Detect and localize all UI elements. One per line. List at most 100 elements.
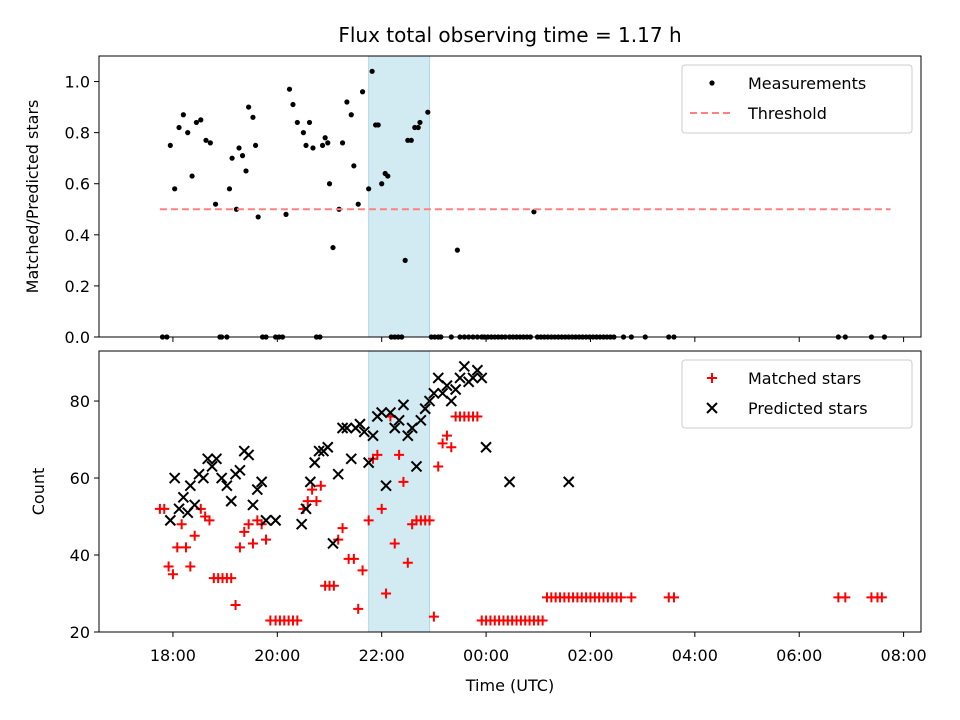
legend-label: Predicted stars	[748, 399, 868, 418]
measurement-point	[198, 117, 204, 123]
matched-star-point	[239, 526, 250, 537]
measurement-point	[322, 135, 328, 141]
measurement-point	[344, 99, 350, 105]
y-tick-label: 80	[70, 392, 90, 411]
matched-star-point	[363, 515, 374, 526]
y-tick-label: 20	[70, 623, 90, 642]
x-tick-label: 18:00	[150, 646, 196, 665]
predicted-star-point	[215, 472, 228, 484]
y-tick-label: 0.8	[65, 124, 90, 143]
predicted-star-point	[563, 476, 575, 488]
matched-star-point	[446, 442, 457, 453]
matched-star-point	[398, 476, 409, 487]
measurement-point	[359, 89, 366, 95]
series-predicted-stars	[164, 360, 575, 550]
plot-frame	[98, 55, 922, 338]
matched-star-point	[615, 592, 626, 603]
predicted-star-point	[467, 372, 479, 384]
matched-star-point	[163, 561, 174, 572]
predicted-star-point	[445, 395, 457, 407]
predicted-star-point	[300, 503, 312, 515]
predicted-star-point	[423, 395, 436, 407]
measurement-point	[366, 186, 372, 192]
matched-star-point	[302, 496, 313, 507]
measurement-point	[229, 155, 235, 161]
predicted-star-point	[362, 456, 375, 469]
matched-star-point	[626, 592, 637, 603]
measurement-point	[294, 119, 300, 126]
y-tick-label: 0.2	[65, 277, 90, 296]
predicted-star-point	[402, 429, 414, 442]
matched-star-point	[185, 561, 196, 572]
predicted-star-point	[354, 418, 366, 430]
predicted-star-point	[269, 514, 282, 527]
matched-star-point	[204, 515, 215, 526]
predicted-star-point	[380, 480, 392, 492]
predicted-star-point	[419, 403, 431, 415]
matched-star-point	[472, 411, 483, 422]
matched-star-point	[247, 538, 258, 549]
matched-star-point	[389, 538, 400, 549]
legend: Matched stars Predicted stars	[681, 359, 913, 429]
predicted-star-point	[304, 476, 317, 488]
predicted-star-point	[480, 441, 492, 453]
panel-2: 20 40 60 80 18:00 20:00 22:00 00:00 02:00 04:00 06…	[29, 350, 927, 665]
measurement-point	[255, 214, 261, 220]
predicted-star-point	[295, 518, 308, 530]
matched-star-point	[261, 534, 272, 545]
predicted-star-point	[255, 476, 268, 488]
predicted-star-point	[454, 372, 466, 384]
measurement-point	[246, 104, 252, 110]
predicted-star-point	[393, 414, 405, 426]
matched-star-point	[292, 615, 303, 626]
measurement-point	[351, 163, 357, 169]
measurement-point	[326, 181, 333, 187]
predicted-star-point	[260, 514, 272, 527]
predicted-star-point	[389, 422, 401, 434]
predicted-star-point	[313, 445, 325, 457]
predicted-star-point	[410, 460, 423, 473]
observing-window-band	[368, 350, 431, 633]
measurement-point	[339, 140, 346, 146]
y-tick-label: 0.6	[65, 175, 90, 194]
matched-star-point	[311, 496, 322, 507]
measurement-point	[193, 119, 200, 126]
x-tick-label: 04:00	[672, 646, 718, 665]
measurement-point	[283, 211, 289, 217]
panel-1: 0.0 0.2 0.4 0.6 0.8 1.0 Matched/Predicted star…	[23, 55, 922, 347]
predicted-star-point	[415, 414, 427, 426]
y-tick-label: 0.0	[65, 328, 90, 347]
y-axis-label: Count	[29, 468, 48, 516]
predicted-star-point	[397, 399, 410, 411]
measurement-point	[319, 142, 326, 149]
y-tick-label: 40	[70, 546, 90, 565]
y-tick-label: 0.4	[65, 226, 90, 245]
matched-star-point	[315, 480, 326, 491]
x-axis-label: Time (UTC)	[465, 676, 554, 695]
predicted-star-point	[332, 468, 344, 480]
measurement-point	[185, 130, 191, 136]
chart-title: Flux total observing time = 1.17 h	[338, 23, 681, 47]
predicted-star-point	[251, 483, 264, 496]
measurement-point	[236, 145, 242, 151]
matched-star-point	[189, 530, 200, 541]
matched-star-point	[328, 580, 339, 591]
measurement-point	[375, 122, 381, 128]
measurement-point	[250, 114, 256, 120]
predicted-star-point	[177, 491, 190, 503]
matched-star-point	[353, 603, 364, 614]
measurement-point	[189, 173, 195, 179]
legend: Measurements Threshold	[681, 64, 913, 134]
predicted-star-point	[458, 360, 471, 373]
measurement-point	[176, 124, 182, 131]
predicted-star-point	[197, 472, 210, 484]
x-tick-label: 00:00	[463, 646, 509, 665]
matched-star-point	[167, 569, 178, 580]
measurement-point	[385, 173, 391, 179]
measurement-point	[233, 206, 240, 212]
y-tick-label: 60	[70, 469, 90, 488]
x-tick-label: 02:00	[567, 646, 613, 665]
measurement-point	[454, 247, 460, 253]
measurement-point	[415, 124, 421, 131]
matched-star-point	[230, 600, 241, 611]
